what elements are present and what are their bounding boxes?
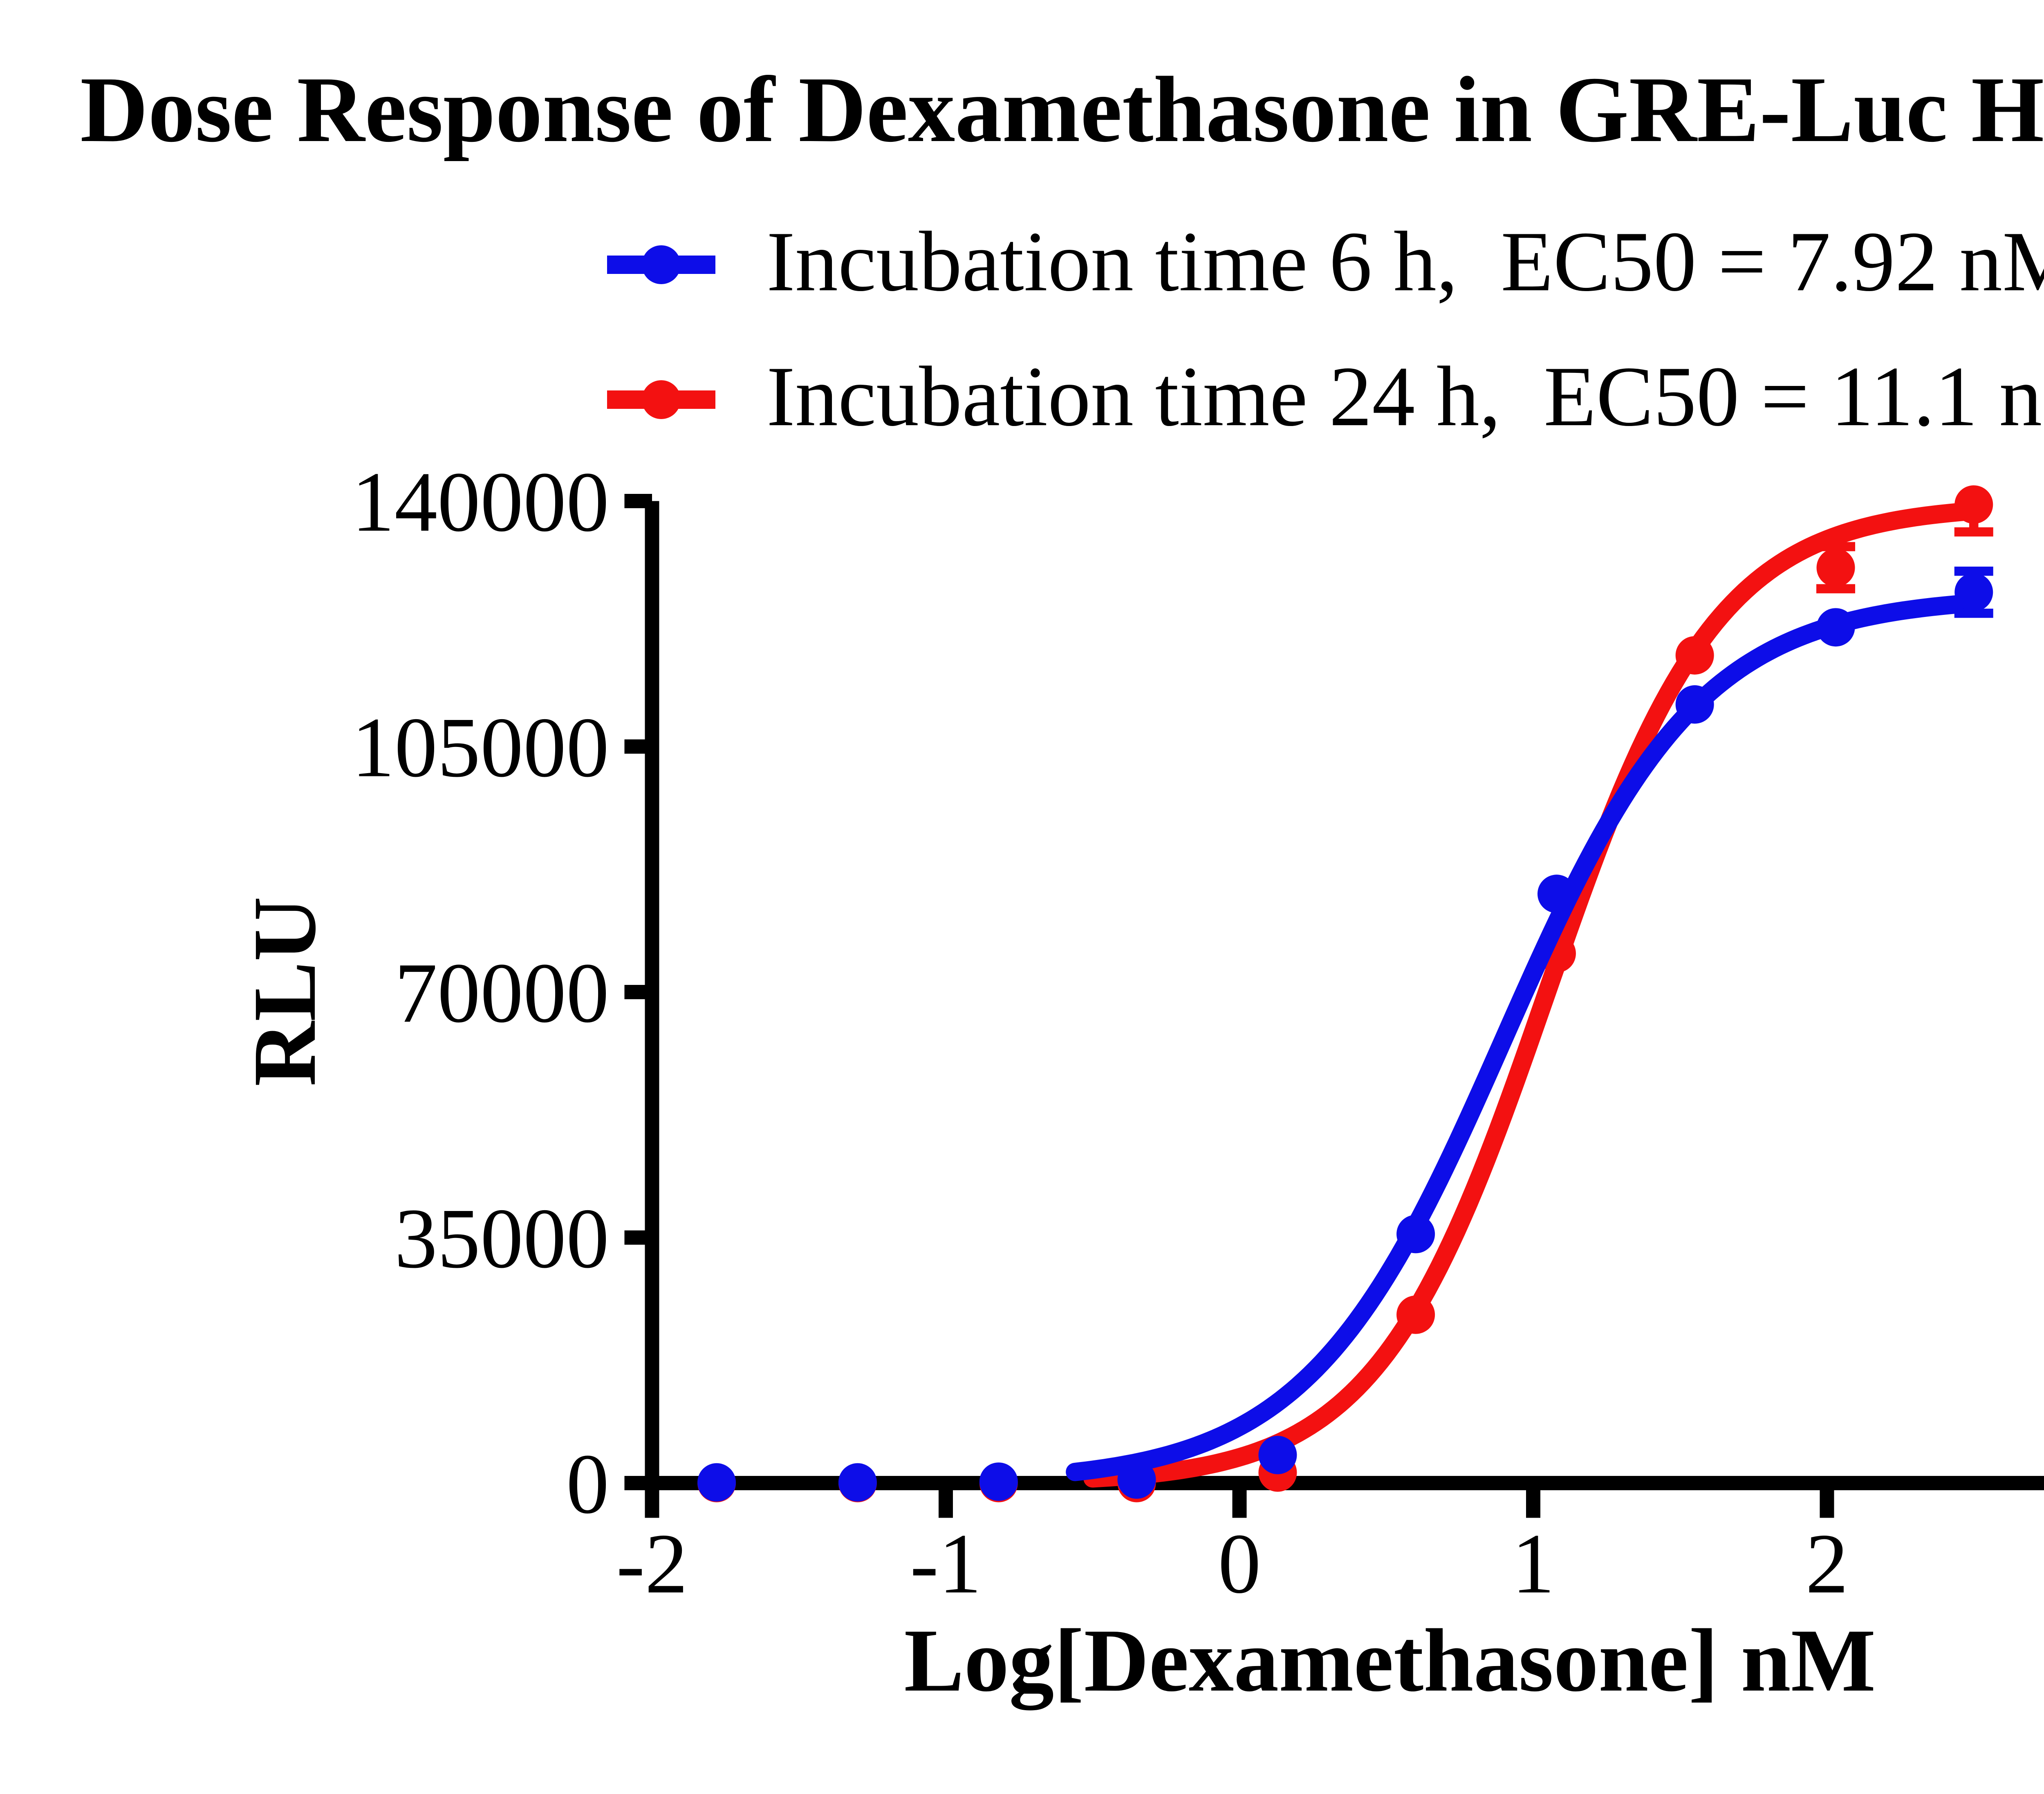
data-point-6h <box>1537 875 1576 913</box>
data-point-24h <box>1816 548 1855 587</box>
data-point-6h <box>1258 1435 1297 1474</box>
data-point-24h <box>1675 636 1714 675</box>
legend-dot-6h <box>642 244 681 283</box>
legend-item-24h: Incubation time 24 h, EC50 = 11.1 nM <box>607 352 2044 446</box>
y-tick-label: 70000 <box>394 946 609 1041</box>
data-point-6h <box>979 1462 1018 1501</box>
legend-label-24h: Incubation time 24 h, EC50 = 11.1 nM <box>766 352 2044 446</box>
data-point-6h <box>1816 608 1855 647</box>
line-dot-marker-icon <box>607 223 715 305</box>
y-axis-title: RLU <box>235 896 335 1087</box>
data-point-6h <box>1954 573 1993 612</box>
fit-curve-24h <box>1083 502 1983 1488</box>
y-tick-label: 0 <box>566 1437 609 1532</box>
x-axis-title: Log[Dexamethasone] nM <box>904 1611 1876 1711</box>
y-tick-label: 140000 <box>352 455 609 549</box>
line-dot-marker-icon <box>607 358 715 440</box>
legend-label-6h: Incubation time 6 h, EC50 = 7.92 nM <box>766 217 2044 311</box>
data-point-24h <box>1954 485 1993 524</box>
legend-dot-24h <box>642 379 681 418</box>
y-tick-label: 105000 <box>352 700 609 795</box>
x-tick-label: 2 <box>1806 1516 1849 1611</box>
y-tick-label: 35000 <box>394 1191 609 1286</box>
data-point-6h <box>1117 1460 1156 1499</box>
x-tick-label: -2 <box>616 1516 688 1611</box>
x-tick-label: 1 <box>1512 1516 1555 1611</box>
data-point-6h <box>838 1463 877 1502</box>
data-point-6h <box>1396 1215 1435 1254</box>
chart-title: Dose Response of Dexamethasone in GRE-Lu… <box>80 57 2044 161</box>
x-tick-label: -1 <box>910 1516 982 1611</box>
data-point-6h <box>697 1463 736 1502</box>
data-point-24h <box>1396 1295 1435 1334</box>
x-tick-label: 0 <box>1218 1516 1261 1611</box>
data-point-6h <box>1675 685 1714 724</box>
legend-item-6h: Incubation time 6 h, EC50 = 7.92 nM <box>607 217 2044 311</box>
